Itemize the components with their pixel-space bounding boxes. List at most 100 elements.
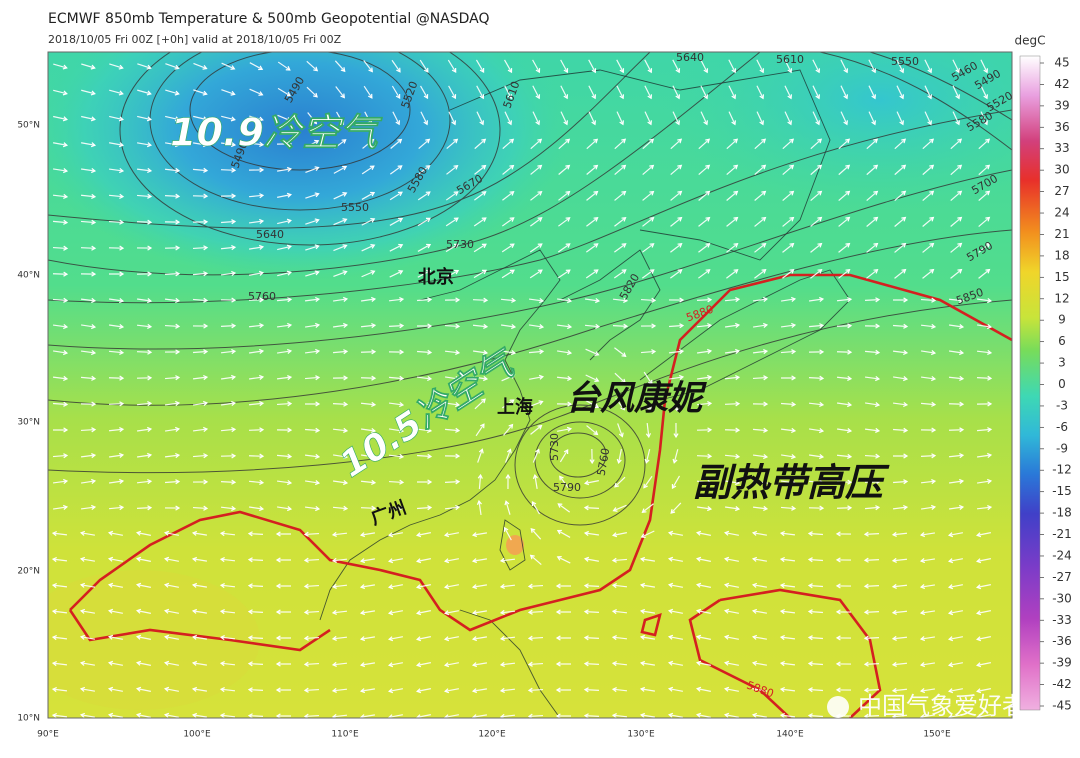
colorbar-label: -9 [1056, 441, 1068, 455]
contour-label: 5730 [446, 238, 474, 251]
wind-arrow [445, 482, 459, 483]
wind-arrow [865, 638, 879, 639]
wind-arrow [865, 300, 879, 301]
wind-arrow [137, 222, 151, 223]
contour-label: 5610 [776, 53, 804, 66]
colorbar-label: 45 [1054, 56, 1069, 70]
colorbar-label: -45 [1052, 699, 1072, 713]
lat-label: 40°N [17, 271, 40, 281]
wind-arrow [865, 612, 879, 613]
colorbar-unit: degC [1015, 34, 1046, 48]
wind-arrow [921, 300, 935, 301]
colorbar-label: -27 [1052, 570, 1072, 584]
watermark-icon [827, 696, 849, 718]
wind-arrow [865, 664, 879, 665]
wind-arrow [221, 326, 235, 327]
colorbar-label: 39 [1054, 98, 1069, 112]
wind-arrow [249, 690, 263, 691]
colorbar-label: 36 [1054, 120, 1069, 134]
colorbar-label: -21 [1052, 527, 1072, 541]
contour-label: 5550 [891, 55, 919, 68]
contour-label: 5790 [553, 481, 581, 494]
wind-arrow [249, 560, 263, 561]
colorbar-label: 42 [1054, 77, 1069, 91]
wind-arrow [809, 378, 823, 379]
wind-arrow [53, 274, 67, 275]
colorbar-label: -15 [1052, 484, 1072, 498]
colorbar-label: 9 [1058, 313, 1066, 327]
wind-arrow [249, 664, 263, 665]
colorbar-label: -6 [1056, 420, 1068, 434]
wind-arrow [249, 638, 263, 639]
wind-arrow [473, 300, 487, 301]
wind-arrow [361, 378, 375, 379]
wind-arrow [865, 586, 879, 587]
lon-label: 150°E [923, 730, 951, 740]
colorbar-label: -3 [1056, 398, 1068, 412]
colorbar-ticks: 4542393633302724211815129630-3-6-9-12-15… [1040, 56, 1072, 713]
wind-arrow [865, 560, 879, 561]
subtitle: 2018/10/05 Fri 00Z [+0h] valid at 2018/1… [48, 33, 342, 46]
lon-label: 100°E [183, 730, 211, 740]
wind-arrow [249, 534, 263, 535]
colorbar-label: -24 [1052, 548, 1072, 562]
lon-label: 120°E [478, 730, 506, 740]
wind-arrow [221, 482, 235, 483]
lat-label: 30°N [17, 418, 40, 428]
wind-arrow [165, 196, 179, 197]
colorbar-label: 0 [1058, 377, 1066, 391]
colorbar-label: 30 [1054, 163, 1069, 177]
colorbar-label: 21 [1054, 227, 1069, 241]
lat-label: 10°N [17, 714, 40, 724]
annotation: 台风康妮 [566, 379, 707, 419]
colorbar-label: 24 [1054, 206, 1069, 220]
lon-label: 90°E [37, 730, 59, 740]
wind-arrow [81, 248, 95, 249]
map-area [20, 0, 1080, 719]
wind-arrow [865, 690, 879, 691]
wind-arrow [137, 508, 151, 509]
colorbar-label: -12 [1052, 463, 1072, 477]
lon-label: 140°E [776, 730, 804, 740]
lat-label: 20°N [17, 567, 40, 577]
wind-arrow [333, 404, 347, 405]
wind-arrow [585, 690, 599, 691]
wind-arrow [613, 326, 627, 327]
annotation: 上海 [497, 396, 533, 418]
wind-arrow [585, 508, 599, 509]
lon-label: 130°E [627, 730, 655, 740]
colorbar-label: -39 [1052, 656, 1072, 670]
annotation: 北京 [418, 266, 454, 288]
wind-arrow [949, 430, 963, 431]
wind-arrow [249, 716, 263, 717]
contour-label: 5760 [248, 290, 276, 303]
wind-arrow [977, 378, 991, 379]
wind-arrow [389, 326, 403, 327]
colorbar-label: 18 [1054, 248, 1069, 262]
annotation: 副热带高压 [693, 461, 890, 505]
colorbar-label: 6 [1058, 334, 1066, 348]
colorbar-label: -42 [1052, 677, 1072, 691]
lat-label: 50°N [17, 121, 40, 131]
wind-arrow [837, 352, 851, 353]
longitude-labels: 90°E 100°E 110°E 120°E 130°E 140°E 150°E [37, 730, 951, 740]
watermark: 中国气象爱好者 [858, 692, 1026, 720]
wind-arrow [697, 300, 711, 301]
latitude-labels: 50°N 40°N 30°N 20°N 10°N [17, 121, 40, 724]
wind-arrow [249, 586, 263, 587]
colorbar-label: 15 [1054, 270, 1069, 284]
wind-arrow [249, 430, 263, 431]
colorbar-label: -30 [1052, 591, 1072, 605]
colorbar-label: 3 [1058, 356, 1066, 370]
colorbar-label: -36 [1052, 634, 1072, 648]
colorbar-label: -33 [1052, 613, 1072, 627]
colorbar-label: 12 [1054, 291, 1069, 305]
contour-label: 5640 [256, 228, 284, 241]
colorbar-label: 33 [1054, 141, 1069, 155]
wind-arrow [949, 404, 963, 405]
lon-label: 110°E [331, 730, 359, 740]
wind-arrow [585, 638, 599, 639]
wind-arrow [109, 404, 123, 405]
annotation: 10.9冷空气 [170, 111, 383, 155]
colorbar-label: -18 [1052, 506, 1072, 520]
